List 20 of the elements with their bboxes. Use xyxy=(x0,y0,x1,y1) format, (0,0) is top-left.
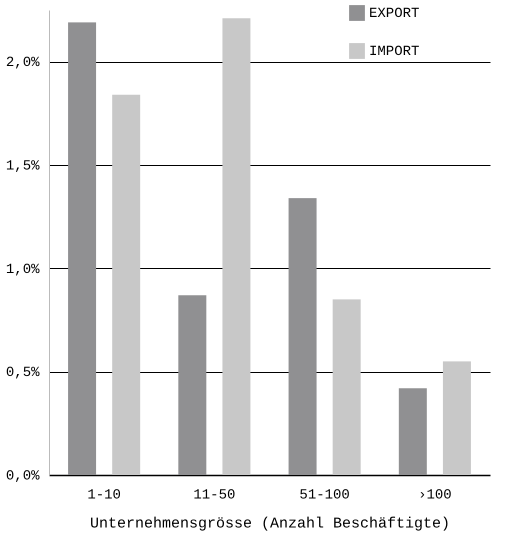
x-tick-label: 1-10 xyxy=(87,488,121,504)
x-axis-title: Unternehmensgrösse (Anzahl Beschäftigte) xyxy=(90,516,450,532)
bar xyxy=(222,18,250,475)
bar xyxy=(288,198,317,475)
x-tick-label: ›100 xyxy=(418,488,452,504)
y-tick-label: 1,5% xyxy=(6,158,40,174)
bar xyxy=(178,295,206,475)
x-tick-label: 51-100 xyxy=(299,488,350,504)
x-tick-label: 11-50 xyxy=(193,488,236,504)
y-tick-label: 1,0% xyxy=(6,262,40,278)
bar xyxy=(68,22,96,475)
y-tick-label: 2,0% xyxy=(6,55,40,72)
legend-label: IMPORT xyxy=(369,44,420,60)
legend-label: EXPORT xyxy=(369,6,420,22)
bar xyxy=(398,388,427,475)
y-tick-label: 0,0% xyxy=(6,468,40,484)
bar xyxy=(112,94,140,475)
bar xyxy=(332,299,361,475)
y-tick-label: 0,5% xyxy=(6,365,40,382)
bar xyxy=(442,361,471,475)
